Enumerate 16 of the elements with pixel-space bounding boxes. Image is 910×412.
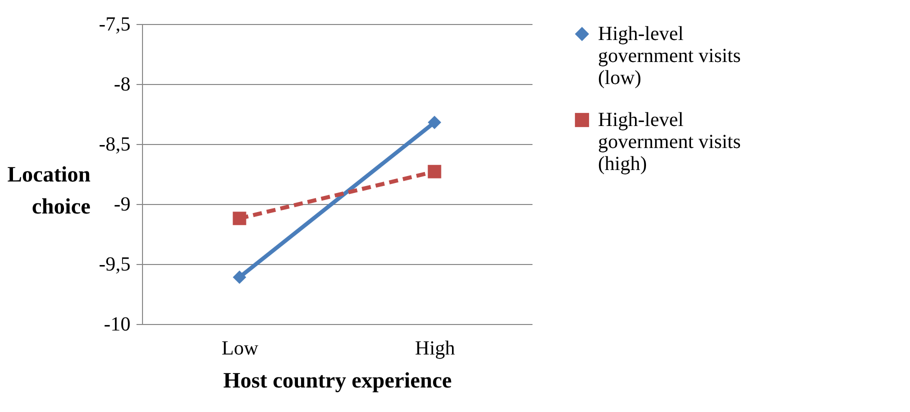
y-tick-label: -9 <box>114 194 130 216</box>
legend-label: High-level government visits (low) <box>598 23 741 89</box>
y-tick-label: -9,5 <box>98 254 130 276</box>
y-axis-title: Location choice <box>7 162 91 218</box>
y-tick-label: -8 <box>114 74 130 96</box>
y-tick-label: -7,5 <box>98 14 130 36</box>
y-tick-label: -8,5 <box>98 134 130 156</box>
y-tick-label: -10 <box>104 314 130 336</box>
point <box>428 116 442 130</box>
x-axis-title: Host country experience <box>223 368 452 392</box>
point <box>232 270 246 284</box>
x-tick-label: Low <box>222 338 259 360</box>
legend-label: High-level government visits (high) <box>598 109 741 175</box>
x-tick-label: High <box>415 338 455 360</box>
point <box>428 164 442 178</box>
point <box>232 212 246 226</box>
